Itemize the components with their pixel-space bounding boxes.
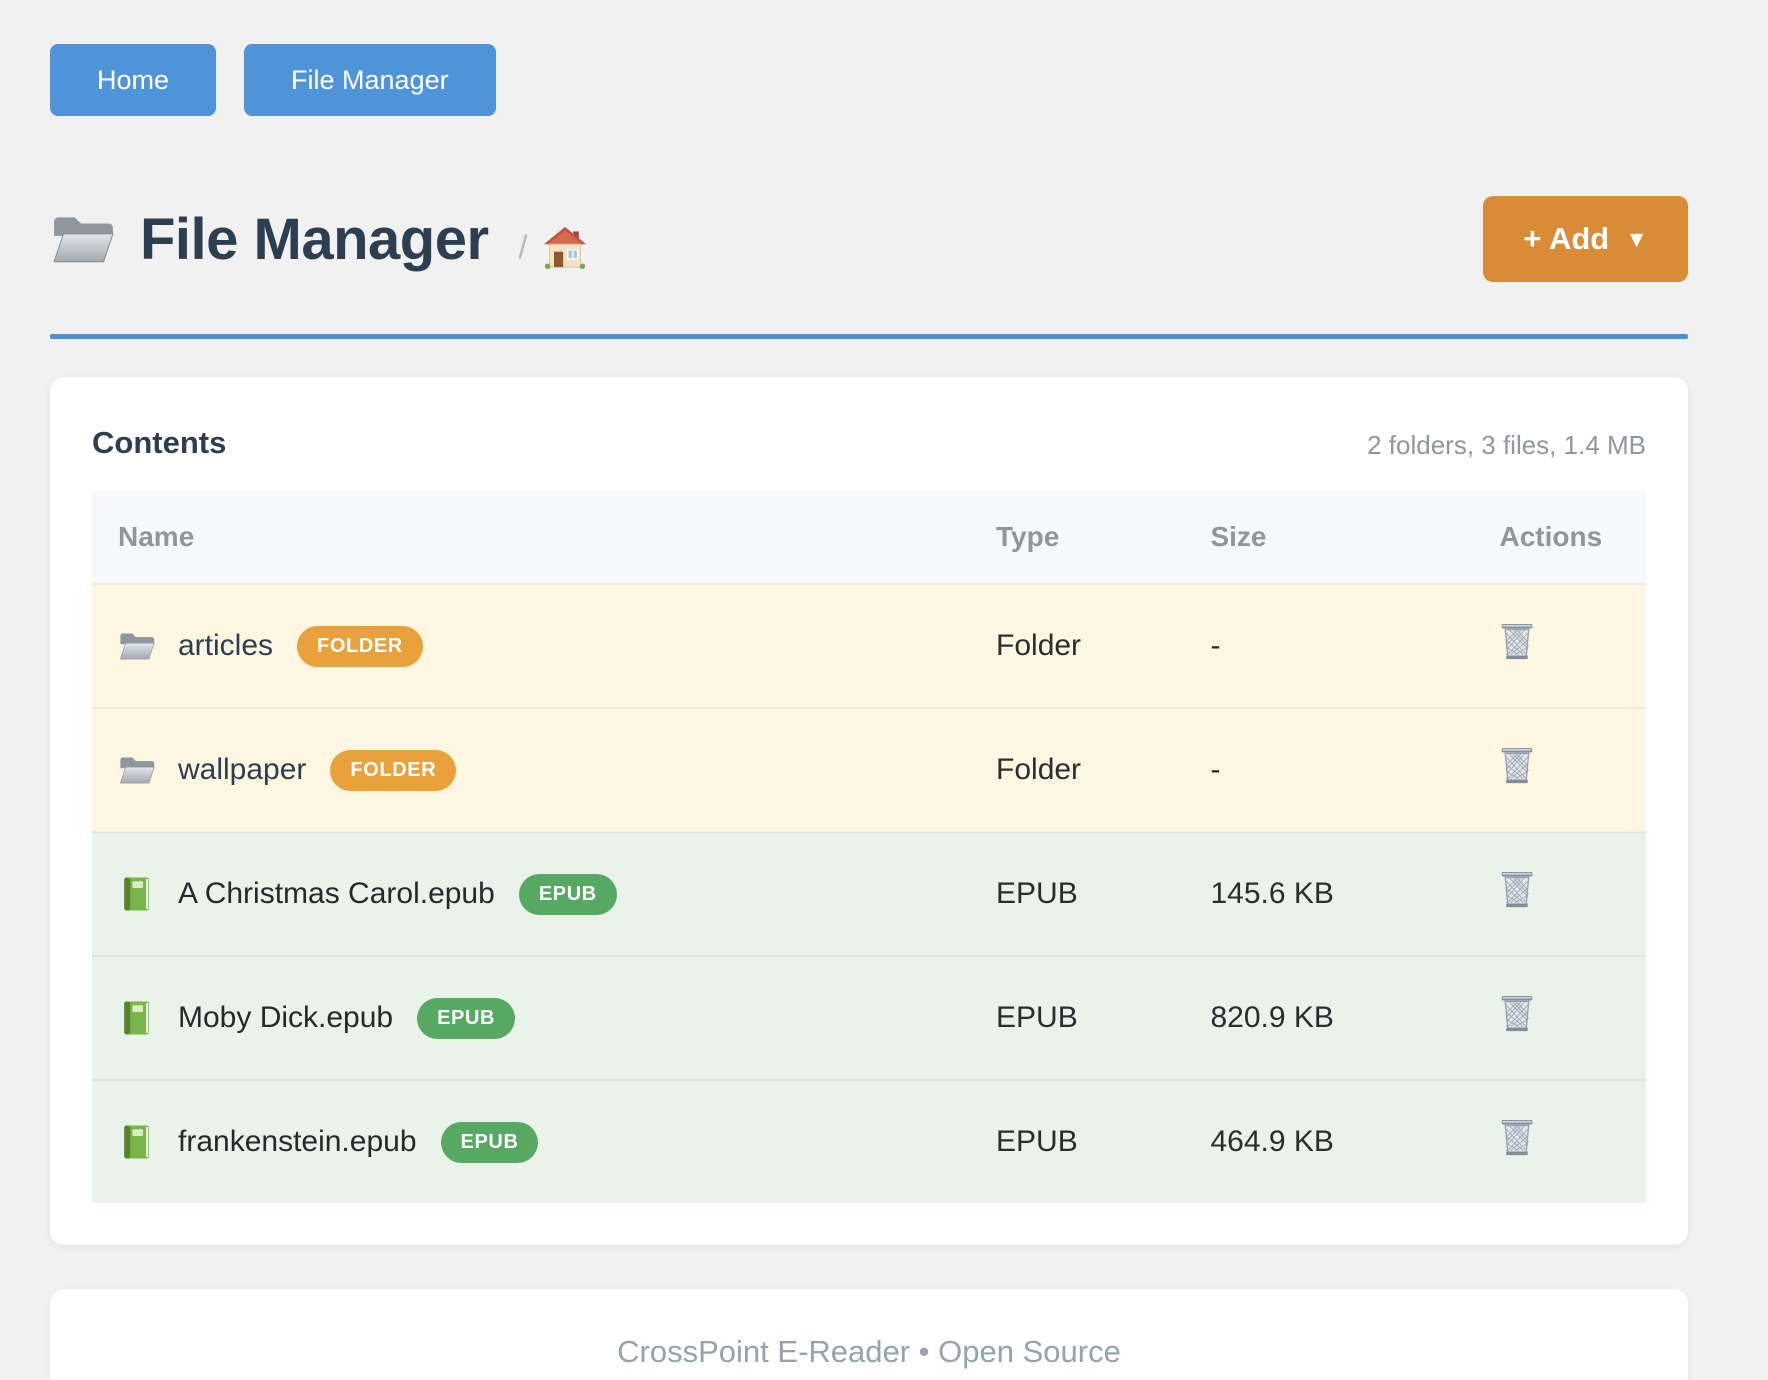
type-cell: Folder — [996, 629, 1082, 662]
footer-text: CrossPoint E-Reader • Open Source — [617, 1334, 1121, 1369]
type-badge: EPUB — [417, 997, 516, 1039]
delete-button[interactable] — [1499, 994, 1535, 1034]
home-icon[interactable] — [543, 225, 587, 269]
top-nav: Home File Manager — [50, 0, 1688, 116]
type-badge: EPUB — [440, 1121, 539, 1163]
chevron-down-icon: ▼ — [1625, 225, 1648, 252]
trash-icon — [1499, 994, 1535, 1034]
table-row: frankenstein.epub EPUB EPUB 464.9 KB — [92, 1080, 1646, 1203]
page-title: File Manager — [140, 206, 489, 272]
trash-icon — [1499, 622, 1535, 662]
name-cell: articles FOLDER — [118, 625, 944, 667]
add-button-label: + Add — [1523, 221, 1610, 256]
delete-button[interactable] — [1499, 870, 1535, 910]
table-row: Moby Dick.epub EPUB EPUB 820.9 KB — [92, 956, 1646, 1080]
breadcrumb: / — [519, 225, 588, 269]
type-badge: FOLDER — [330, 749, 457, 791]
file-name[interactable]: A Christmas Carol.epub — [178, 877, 495, 910]
file-name[interactable]: frankenstein.epub — [178, 1125, 417, 1158]
size-cell: 464.9 KB — [1210, 1125, 1334, 1158]
breadcrumb-separator: / — [518, 228, 528, 265]
column-header-size: Size — [1184, 491, 1474, 584]
size-cell: 820.9 KB — [1210, 1001, 1334, 1034]
book-icon — [118, 1124, 156, 1160]
table-header-row: Name Type Size Actions — [92, 491, 1646, 584]
table-row: articles FOLDER Folder - — [92, 584, 1646, 708]
column-header-type: Type — [970, 491, 1185, 584]
contents-card-header: Contents 2 folders, 3 files, 1.4 MB — [92, 425, 1646, 461]
footer: CrossPoint E-Reader • Open Source — [50, 1289, 1688, 1380]
page-header: File Manager / + Add ▼ — [50, 196, 1688, 282]
table-row: A Christmas Carol.epub EPUB EPUB 145.6 K… — [92, 832, 1646, 956]
file-manager-button[interactable]: File Manager — [244, 44, 496, 116]
trash-icon — [1499, 746, 1535, 786]
name-cell: wallpaper FOLDER — [118, 749, 944, 791]
contents-card: Contents 2 folders, 3 files, 1.4 MB Name… — [50, 377, 1688, 1245]
delete-button[interactable] — [1499, 622, 1535, 662]
column-header-name: Name — [92, 491, 971, 584]
name-cell: A Christmas Carol.epub EPUB — [118, 873, 944, 915]
type-cell: EPUB — [996, 1001, 1078, 1034]
type-cell: Folder — [996, 753, 1082, 786]
type-cell: EPUB — [996, 877, 1078, 910]
folder-icon — [50, 210, 116, 268]
title-group: File Manager / — [50, 206, 587, 273]
trash-icon — [1499, 870, 1535, 910]
column-header-actions: Actions — [1473, 491, 1646, 584]
table-row: wallpaper FOLDER Folder - — [92, 708, 1646, 832]
book-icon — [118, 1000, 156, 1036]
title-divider — [50, 334, 1688, 339]
folder-icon — [118, 628, 156, 664]
type-badge: EPUB — [518, 873, 617, 915]
size-cell: 145.6 KB — [1210, 877, 1334, 910]
file-table: Name Type Size Actions articles FOLDER Fold… — [92, 491, 1646, 1203]
name-cell: Moby Dick.epub EPUB — [118, 997, 944, 1039]
file-name[interactable]: Moby Dick.epub — [178, 1001, 394, 1034]
folder-icon — [118, 752, 156, 788]
home-button[interactable]: Home — [50, 44, 217, 116]
file-name[interactable]: wallpaper — [178, 753, 307, 786]
contents-heading: Contents — [92, 425, 227, 460]
size-cell: - — [1210, 753, 1221, 786]
size-cell: - — [1210, 629, 1221, 662]
type-badge: FOLDER — [297, 625, 423, 667]
file-name[interactable]: articles — [178, 629, 274, 662]
contents-summary: 2 folders, 3 files, 1.4 MB — [1367, 430, 1646, 460]
delete-button[interactable] — [1499, 746, 1535, 786]
add-button[interactable]: + Add ▼ — [1483, 196, 1688, 282]
delete-button[interactable] — [1499, 1118, 1535, 1158]
type-cell: EPUB — [996, 1125, 1078, 1158]
name-cell: frankenstein.epub EPUB — [118, 1121, 944, 1163]
book-icon — [118, 876, 156, 912]
trash-icon — [1499, 1118, 1535, 1158]
